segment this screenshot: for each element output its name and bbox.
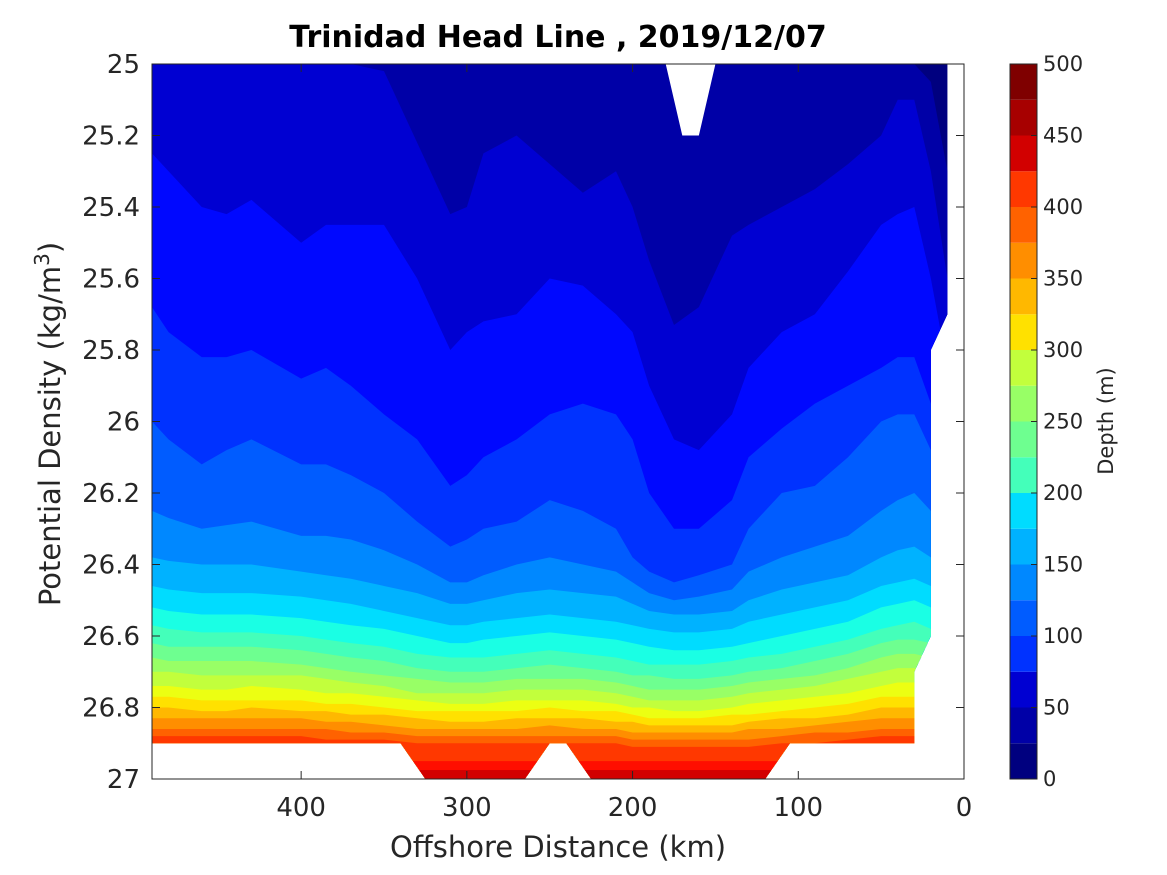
y-axis-label: Potential Density (kg/m3) xyxy=(30,242,67,606)
colorbar-segment xyxy=(1010,493,1037,529)
x-tick-label: 200 xyxy=(608,793,658,823)
colorbar-segment xyxy=(1010,457,1037,493)
contour-band-deep-2 xyxy=(152,779,964,799)
colorbar-tick-label: 400 xyxy=(1043,195,1083,219)
colorbar-segment xyxy=(1010,743,1037,779)
colorbar-tick-label: 450 xyxy=(1043,124,1083,148)
no-data-gap xyxy=(632,64,716,136)
colorbar-tick-label: 250 xyxy=(1043,410,1083,434)
colorbar-segment xyxy=(1010,564,1037,601)
colorbar-segment xyxy=(1010,207,1037,243)
colorbar-label: Depth (m) xyxy=(1094,367,1118,474)
y-tick-label: 27 xyxy=(107,765,140,795)
colorbar-tick-label: 0 xyxy=(1043,767,1056,791)
y-tick-label: 25.2 xyxy=(82,122,140,152)
y-tick-label: 26.6 xyxy=(82,622,140,652)
colorbar-segment xyxy=(1010,528,1037,565)
x-tick-label: 0 xyxy=(956,793,973,823)
colorbar-tick-label: 100 xyxy=(1043,624,1083,648)
x-axis-label: Offshore Distance (km) xyxy=(390,830,726,864)
colorbar-segment xyxy=(1010,171,1037,207)
colorbar-segment xyxy=(1010,64,1037,100)
y-axis-label-sup: 3 xyxy=(30,253,54,266)
chart-title: Trinidad Head Line , 2019/12/07 xyxy=(289,20,826,55)
y-tick-label: 25.8 xyxy=(82,336,140,366)
x-tick-label: 100 xyxy=(773,793,823,823)
y-tick-label: 25.6 xyxy=(82,265,140,295)
colorbar-segment xyxy=(1010,636,1037,672)
y-tick-label: 26 xyxy=(107,408,140,438)
colorbar-segment xyxy=(1010,242,1037,279)
colorbar-segment xyxy=(1010,707,1037,744)
y-tick-label: 25.4 xyxy=(82,193,140,223)
colorbar-tick-label: 300 xyxy=(1043,338,1083,362)
colorbar-tick-label: 350 xyxy=(1043,267,1083,291)
colorbar-segment xyxy=(1010,278,1037,315)
colorbar xyxy=(1010,64,1037,779)
y-tick-label: 26.2 xyxy=(82,479,140,509)
contour-fill-group xyxy=(152,64,964,799)
colorbar-tick-label: 50 xyxy=(1043,696,1070,720)
colorbar-tick-label: 500 xyxy=(1043,52,1083,76)
colorbar-segment xyxy=(1010,421,1037,458)
y-axis: 25 25.2 25.4 25.6 25.8 26 26.2 26.4 26.6 26.8 27 xyxy=(82,50,964,795)
colorbar-segment xyxy=(1010,135,1037,172)
colorbar-tick-label: 150 xyxy=(1043,553,1083,577)
y-axis-label-close: ) xyxy=(33,242,67,253)
y-tick-label: 26.8 xyxy=(82,694,140,724)
x-axis: 400 300 200 100 0 xyxy=(276,64,972,823)
colorbar-ticks: 0 50 100 150 200 250 300 350 400 450 500 xyxy=(1031,52,1083,791)
colorbar-segment xyxy=(1010,671,1037,708)
colorbar-tick-label: 200 xyxy=(1043,481,1083,505)
colorbar-segment xyxy=(1010,385,1037,422)
colorbar-segment xyxy=(1010,600,1037,636)
colorbar-segment xyxy=(1010,350,1037,386)
y-tick-label: 25 xyxy=(107,50,140,80)
y-axis-label-main: Potential Density (kg/m xyxy=(33,266,67,606)
y-tick-label: 26.4 xyxy=(82,551,140,581)
colorbar-segment xyxy=(1010,314,1037,350)
x-tick-label: 300 xyxy=(442,793,492,823)
x-tick-label: 400 xyxy=(276,793,326,823)
colorbar-segment xyxy=(1010,99,1037,136)
